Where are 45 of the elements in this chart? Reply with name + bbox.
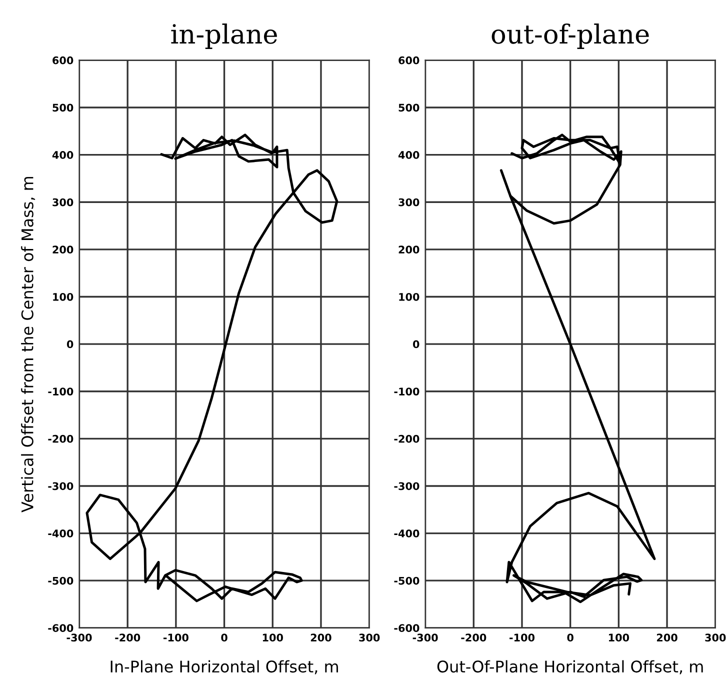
x-tick-label: -300: [412, 634, 438, 642]
y-tick-label: -300: [394, 482, 420, 490]
x-tick-label: -200: [461, 634, 486, 642]
y-tick-label: 400: [398, 151, 420, 159]
y-tick-label: 0: [66, 340, 74, 348]
chart-title: out-of-plane: [492, 23, 649, 50]
x-tick-label: 100: [262, 634, 283, 642]
x-tick-label: 200: [310, 634, 332, 642]
x-tick-label: -200: [115, 634, 140, 642]
y-tick-label: 600: [52, 56, 74, 64]
y-tick-label: -100: [394, 388, 420, 396]
chart-title: in-plane: [171, 23, 277, 50]
x-tick-label: 100: [608, 634, 630, 642]
y-tick-label: 400: [52, 151, 74, 159]
y-tick-label: -500: [394, 576, 420, 585]
y-tick-label: 200: [52, 246, 74, 254]
x-tick-label: -300: [66, 634, 92, 642]
x-axis-title: In-Plane Horizontal Offset, m: [110, 660, 338, 674]
y-tick-label: -600: [48, 624, 74, 632]
y-tick-label: -500: [48, 576, 74, 585]
y-tick-label: 0: [412, 340, 420, 348]
y-tick-label: 200: [398, 246, 420, 254]
y-tick-label: 100: [399, 292, 420, 301]
x-tick-label: 0: [567, 634, 574, 642]
x-tick-label: -100: [510, 634, 535, 642]
y-tick-label: 100: [53, 292, 74, 301]
y-tick-label: -300: [48, 482, 74, 490]
x-axis-title: Out-Of-Plane Horizontal Offset, m: [437, 660, 703, 674]
y-tick-label: -200: [48, 434, 74, 443]
x-tick-label: 300: [359, 634, 380, 642]
y-tick-label: -600: [394, 624, 420, 632]
x-tick-label: 0: [221, 634, 228, 642]
y-tick-label: -400: [48, 530, 74, 538]
y-tick-label: -100: [48, 388, 74, 396]
y-tick-label: -400: [394, 530, 420, 538]
y-tick-label: 600: [398, 56, 420, 64]
y-tick-label: -200: [394, 434, 420, 443]
y-tick-label: 500: [52, 104, 74, 112]
x-tick-label: 300: [705, 634, 726, 642]
y-axis-title: Vertical Offset from the Center of Mass, m: [21, 176, 36, 512]
y-tick-label: 300: [52, 198, 74, 206]
y-tick-label: 300: [398, 198, 420, 206]
x-tick-label: 200: [656, 634, 678, 642]
x-tick-label: -100: [163, 634, 188, 642]
y-tick-label: 500: [398, 104, 420, 112]
